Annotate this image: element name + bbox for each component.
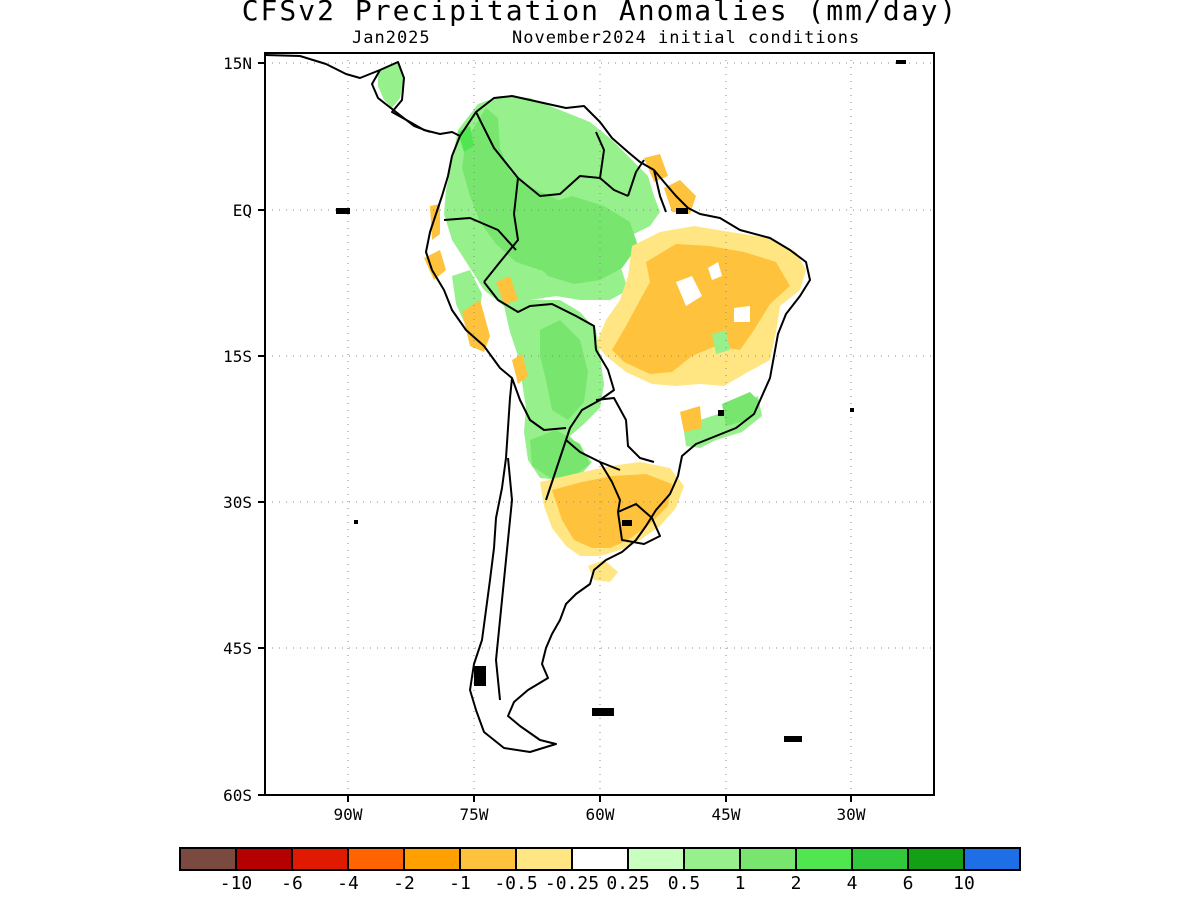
lon-label-30w: 30W [837,805,866,824]
colorbar-swatch [907,847,965,871]
valid-month-label: Jan2025 [352,28,431,48]
colorbar-label: 1 [735,873,746,894]
colorbar-label: -4 [337,873,359,894]
ecuador-dry-patch [430,204,440,240]
paraguay-wet-core [540,320,588,420]
amazon-wet-core [528,196,638,284]
ne-brazil-white-gap-1 [676,276,702,306]
colorbar-label: -10 [220,873,253,894]
colorbar-swatch [851,847,909,871]
lon-label-60w: 60W [586,805,615,824]
lat-label-15s: 15S [223,347,252,366]
colorbar-swatch [795,847,853,871]
colorbar-label: -6 [281,873,303,894]
argentina-pampas-dry [588,560,618,582]
anomaly-shading [378,62,806,582]
colorbar-label: -0.25 [545,873,599,894]
lat-label-45s: 45S [223,639,252,658]
lat-label-eq: EQ [233,201,252,220]
colorbar-label: 4 [847,873,858,894]
northeast-brazil-dry-core [612,244,790,374]
colorbar-label: 6 [903,873,914,894]
colorbar-label: -1 [449,873,471,894]
south-brazil-dry-core [552,474,672,548]
graticule [265,53,934,795]
colorbar-swatch [459,847,517,871]
colorbar-label: 0.25 [606,873,649,894]
colorbar-swatch [179,847,237,871]
ne-brazil-white-gap-2 [734,306,750,322]
guiana-dry-patch [644,154,668,182]
colorbar: -10 -6 -4 -2 -1 -0.5 -0.25 0.25 0.5 1 2 4 6 10 [179,847,1021,894]
lat-label-30s: 30S [223,493,252,512]
colorbar-swatch [683,847,741,871]
axis-ticks [258,62,852,802]
colorbar-label: -0.5 [494,873,537,894]
southeast-brazil-wet-core [722,392,760,426]
colorbar-swatch [963,847,1021,871]
colorbar-swatch [403,847,461,871]
bolivia-dry-patch [512,354,528,384]
colorbar-swatch [515,847,573,871]
colorbar-swatch [347,847,405,871]
colorbar-swatch [739,847,797,871]
colorbar-swatch [235,847,293,871]
lat-label-60s: 60S [223,786,252,805]
initial-conditions-label: November2024 initial conditions [512,28,861,48]
amazon-delta-dry [664,180,696,214]
peru-dry-patch-3 [496,276,518,304]
lon-label-45w: 45W [712,805,741,824]
colorbar-label: 0.5 [668,873,701,894]
colorbar-swatch [627,847,685,871]
paraguay-wet-lower [530,430,590,478]
colorbar-label: 10 [953,873,975,894]
lat-label-15n: 15N [223,54,252,73]
central-america-wet-area [378,62,404,108]
colorbar-label: -2 [393,873,415,894]
se-brazil-dry-spot [680,406,702,432]
colorbar-swatch [291,847,349,871]
lon-label-75w: 75W [460,805,489,824]
peru-dry-patch-2 [462,300,490,352]
south-america-coastline [425,95,811,753]
ne-brazil-white-gap-3 [708,262,722,280]
islands [336,60,906,742]
colorbar-swatch [571,847,629,871]
map-title: CFSv2 Precipitation Anomalies (mm/day) [241,0,959,27]
lon-label-90w: 90W [334,805,363,824]
coastlines [265,54,811,753]
peru-dry-patch [424,250,446,280]
colorbar-label: 2 [791,873,802,894]
